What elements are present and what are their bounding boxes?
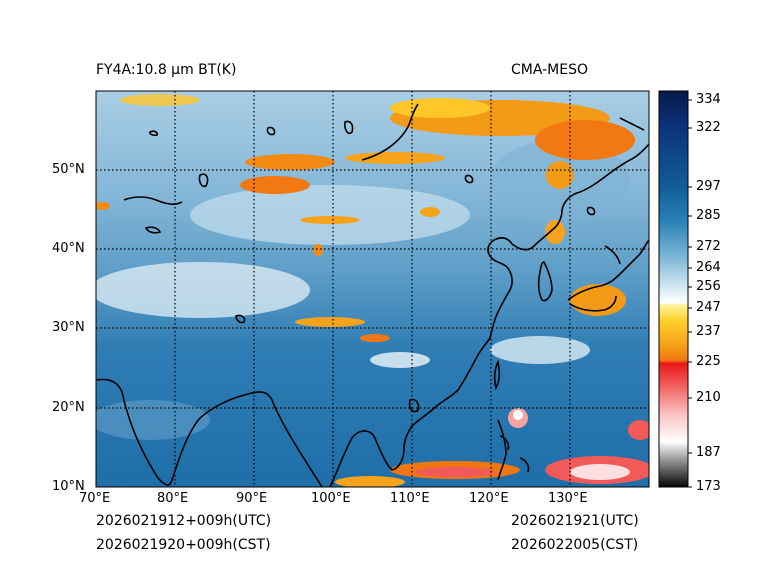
cb-label-210: 210	[696, 390, 721, 405]
lon-label-120: 120°E	[469, 491, 509, 506]
model-name: CMA-MESO	[511, 62, 589, 78]
valid-time-cst: 2026022005(CST)	[511, 537, 639, 553]
cb-label-272: 272	[696, 239, 721, 254]
colorbar-ticks	[688, 99, 692, 488]
cb-label-173: 173	[696, 479, 721, 494]
lat-label-20: 20°N	[52, 400, 85, 415]
lat-label-10: 10°N	[52, 479, 85, 494]
init-time-utc: 2026021912+009h(UTC)	[96, 513, 272, 529]
map-frame	[95, 90, 650, 488]
valid-time-utc: 2026021921(UTC)	[511, 513, 639, 529]
deep-convection-regions	[335, 408, 649, 487]
cb-label-285: 285	[696, 208, 721, 223]
cb-label-225: 225	[696, 354, 721, 369]
init-time-cst: 2026021920+009h(CST)	[96, 537, 271, 553]
graticule	[96, 91, 649, 487]
lon-label-90: 90°E	[236, 491, 268, 506]
colorbar	[659, 91, 688, 487]
lat-label-40: 40°N	[52, 241, 85, 256]
lon-label-110: 110°E	[390, 491, 430, 506]
cb-label-334: 334	[696, 92, 721, 107]
cold-cloud-top-regions	[96, 94, 635, 342]
lat-label-50: 50°N	[52, 162, 85, 177]
cb-label-187: 187	[696, 445, 721, 460]
lat-label-30: 30°N	[52, 320, 85, 335]
cb-label-297: 297	[696, 179, 721, 194]
plot-title: FY4A:10.8 µm BT(K)	[96, 62, 237, 78]
cb-label-322: 322	[696, 120, 721, 135]
brightness-temperature-field	[96, 91, 649, 487]
cb-label-256: 256	[696, 279, 721, 294]
lon-label-70: 70°E	[79, 491, 111, 506]
cb-label-237: 237	[696, 324, 721, 339]
lon-label-80: 80°E	[157, 491, 189, 506]
cb-label-264: 264	[696, 260, 721, 275]
coastlines	[96, 103, 649, 487]
lon-label-100: 100°E	[311, 491, 351, 506]
lon-label-130: 130°E	[548, 491, 588, 506]
cb-label-247: 247	[696, 300, 721, 315]
